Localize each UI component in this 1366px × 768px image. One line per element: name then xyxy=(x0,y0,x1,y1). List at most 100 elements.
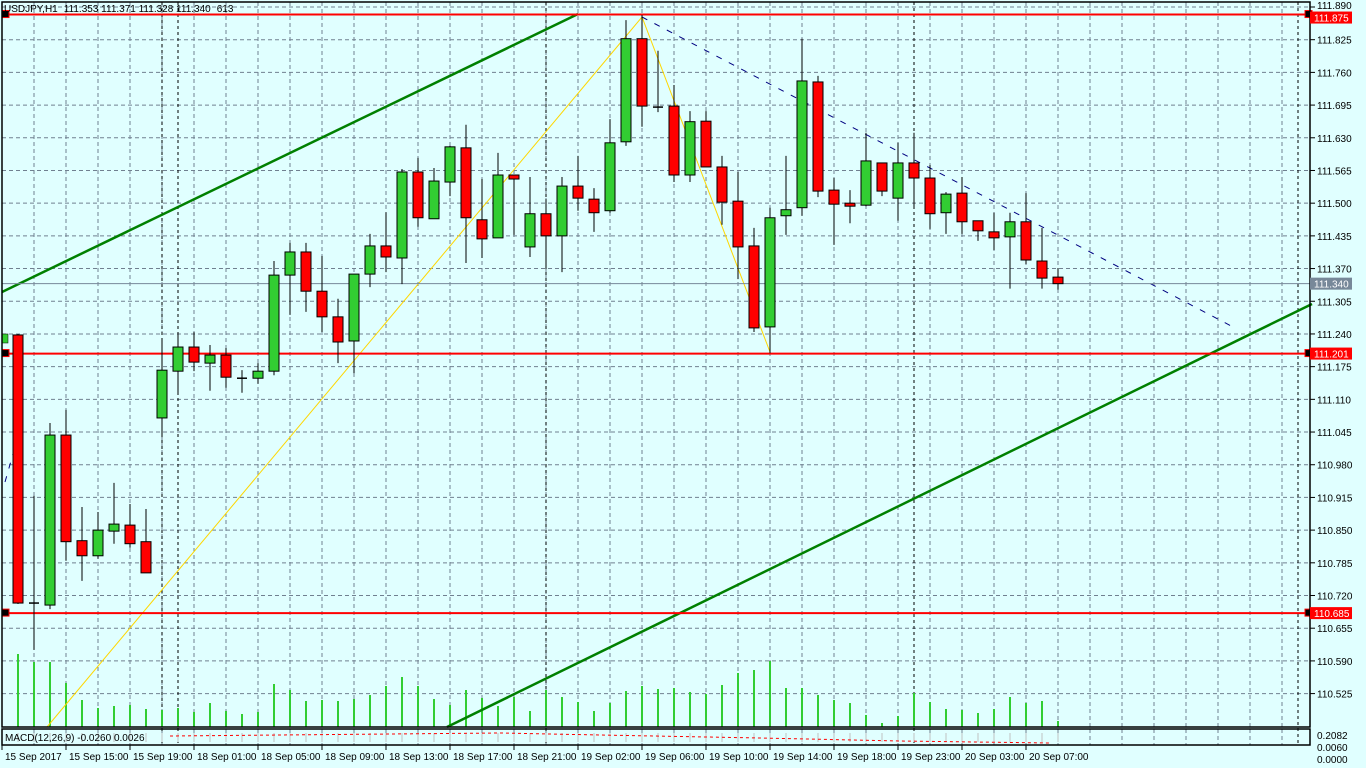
level-price-tag xyxy=(1310,11,1352,24)
time-axis-label: 18 Sep 21:00 xyxy=(517,752,577,763)
candle-bear xyxy=(300,251,312,292)
candle-bear xyxy=(876,162,888,192)
candle-bull xyxy=(796,80,808,209)
candle-bull xyxy=(604,142,616,212)
candle-bear xyxy=(988,231,1000,239)
price-axis-label: 111.045 xyxy=(1317,428,1352,439)
level-price-tag xyxy=(1310,607,1352,620)
candle-bear xyxy=(844,202,856,207)
candle-bear xyxy=(540,213,552,237)
candle-bear xyxy=(908,162,920,179)
price-axis-label: 111.240 xyxy=(1317,330,1352,341)
time-axis-label: 19 Sep 14:00 xyxy=(773,752,833,763)
time-axis-label: 15 Sep 2017 xyxy=(5,752,62,763)
candle-bull xyxy=(620,38,632,143)
price-axis-label: 111.435 xyxy=(1317,232,1352,243)
time-axis-label: 18 Sep 13:00 xyxy=(389,752,449,763)
price-axis-label: 111.565 xyxy=(1317,166,1352,177)
candle-bull xyxy=(764,217,776,328)
macd-signal-line xyxy=(169,732,1051,744)
level-price-tag-label: 111.875 xyxy=(1314,14,1349,25)
price-axis-label: 111.110 xyxy=(1317,395,1351,406)
candle-bear xyxy=(76,540,88,557)
candle-bull xyxy=(156,369,168,419)
candle-bear xyxy=(1020,221,1032,261)
price-axis-label: 110.980 xyxy=(1317,461,1353,472)
candle-bear xyxy=(748,245,760,329)
trendline-lower[interactable] xyxy=(446,302,1313,729)
candle-bear xyxy=(972,220,984,232)
candle-bull xyxy=(348,273,360,342)
candle-bear xyxy=(140,541,152,574)
candle-bear xyxy=(572,185,584,199)
candle-bear xyxy=(412,171,424,219)
macd-axis-label: 0.0060 xyxy=(1317,743,1348,754)
candle-bear xyxy=(460,147,472,219)
candle-bull xyxy=(268,274,280,372)
candle-bear xyxy=(124,524,136,545)
time-axis-label: 18 Sep 05:00 xyxy=(261,752,321,763)
time-axis-label: 18 Sep 01:00 xyxy=(197,752,257,763)
price-axis-label: 111.630 xyxy=(1317,134,1352,145)
time-axis-label: 15 Sep 19:00 xyxy=(133,752,193,763)
candle-bull xyxy=(364,245,376,275)
main-pane-border xyxy=(1,1,1311,728)
time-axis-label: 19 Sep 18:00 xyxy=(837,752,897,763)
level-price-tag-label: 111.201 xyxy=(1314,350,1349,361)
level-price-tag-label: 110.685 xyxy=(1314,609,1350,620)
level-handle-left[interactable] xyxy=(1,349,10,358)
time-axis-label: 19 Sep 10:00 xyxy=(709,752,769,763)
time-axis-label: 19 Sep 06:00 xyxy=(645,752,705,763)
time-axis-label: 19 Sep 23:00 xyxy=(901,752,961,763)
candle-bull xyxy=(172,346,184,372)
candle-bull xyxy=(780,209,792,217)
candle-bull xyxy=(940,193,952,214)
macd-axis-label: 0.2082 xyxy=(1317,731,1348,742)
candle-bear xyxy=(828,189,840,205)
price-axis-label: 111.695 xyxy=(1317,101,1352,112)
price-axis-label: 111.370 xyxy=(1317,265,1352,276)
candle-bull xyxy=(284,251,296,276)
candle-bull xyxy=(556,185,568,237)
price-axis-label: 110.915 xyxy=(1317,493,1353,504)
candle-bear xyxy=(956,192,968,223)
trendline-upper[interactable] xyxy=(1,12,579,294)
symbol-timeframe: USDJPY,H1 xyxy=(4,4,58,15)
price-axis-label: 110.850 xyxy=(1317,526,1353,537)
candle-bear xyxy=(588,198,600,214)
price-axis-label: 110.720 xyxy=(1317,592,1353,603)
candle-bear xyxy=(220,354,232,378)
current-price-tag xyxy=(1310,277,1352,290)
ohlc-readout: 111.353 111.371 111.328 111.340 xyxy=(64,4,211,15)
candle-bear xyxy=(60,434,72,543)
candle-bear xyxy=(700,120,712,168)
candle-bull xyxy=(860,160,872,206)
candle-bull xyxy=(684,121,696,176)
candle-bull xyxy=(524,213,536,248)
macd-axis-label: 0.0000 xyxy=(1317,755,1348,766)
candle-bear xyxy=(668,105,680,176)
candle-bull xyxy=(444,146,456,183)
time-axis-label: 19 Sep 02:00 xyxy=(581,752,641,763)
price-axis-label: 111.175 xyxy=(1317,363,1352,374)
price-axis-label: 111.500 xyxy=(1317,199,1352,210)
candle-bull xyxy=(204,354,216,364)
time-axis-label: 20 Sep 07:00 xyxy=(1029,752,1089,763)
candle-bear xyxy=(380,245,392,258)
macd-pane-border xyxy=(1,728,1311,746)
candle-bull xyxy=(492,174,504,239)
candle-bear xyxy=(332,316,344,343)
price-axis-label: 110.785 xyxy=(1317,559,1353,570)
candle-bull xyxy=(892,162,904,199)
level-handle-left[interactable] xyxy=(1,608,10,617)
price-axis-label: 110.525 xyxy=(1317,690,1353,701)
price-axis-label: 110.655 xyxy=(1317,624,1353,635)
partial-candle-left xyxy=(1,333,9,344)
macd-label: MACD(12,26,9) -0.0260 0.0026 xyxy=(5,733,145,744)
candle-bear xyxy=(12,334,24,604)
tick-volume-readout: 613 xyxy=(217,4,234,15)
candle-bear xyxy=(476,219,488,240)
candle-bull xyxy=(92,529,104,557)
